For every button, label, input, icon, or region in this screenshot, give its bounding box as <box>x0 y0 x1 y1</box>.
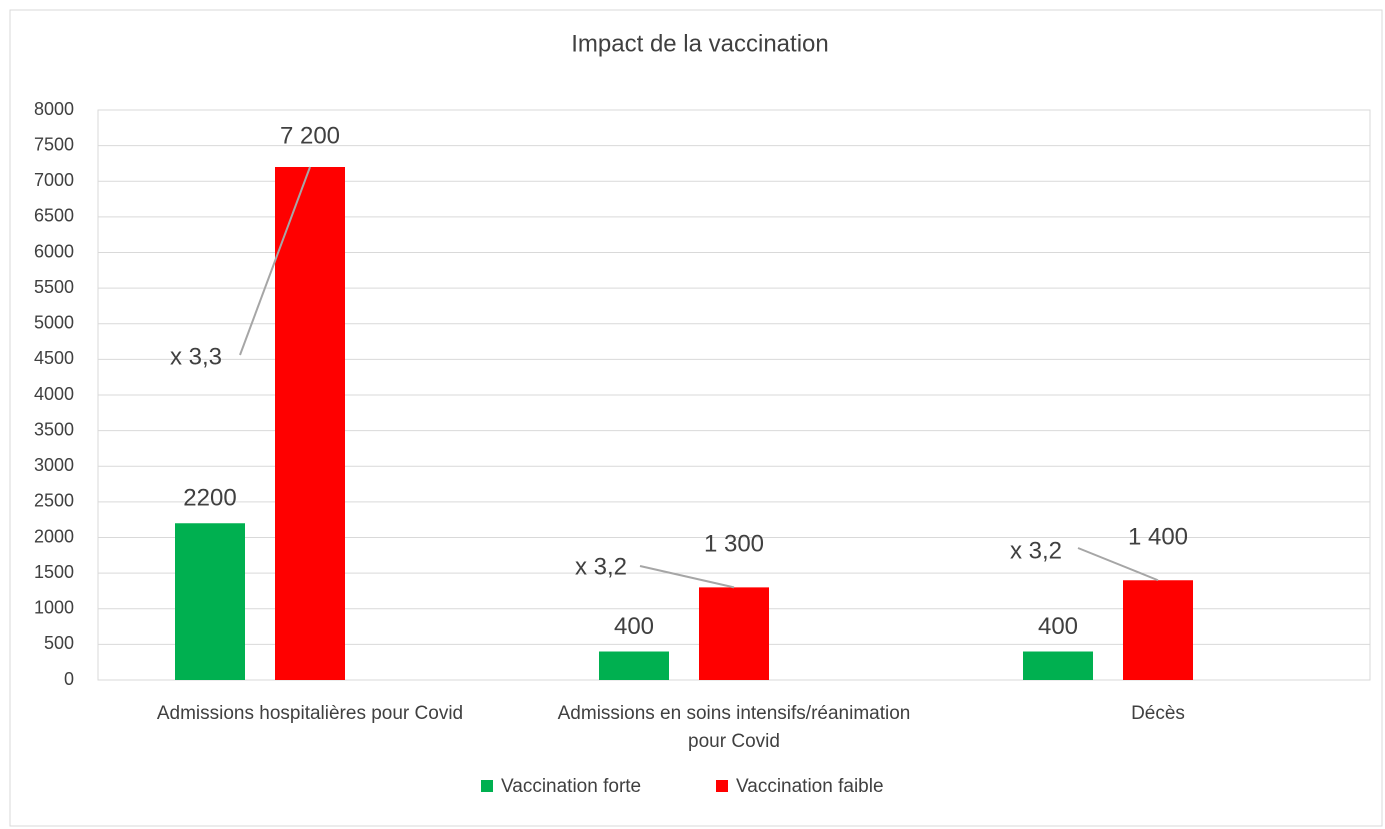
bar <box>1023 651 1093 680</box>
y-tick-label: 3500 <box>34 419 74 439</box>
y-tick-label: 4000 <box>34 384 74 404</box>
x-tick-label: Décès <box>1131 703 1185 724</box>
chart-title: Impact de la vaccination <box>571 30 828 57</box>
value-label: 7 200 <box>280 122 340 149</box>
leader-line <box>1077 547 1159 582</box>
y-tick-label: 6000 <box>34 241 74 261</box>
value-label: 2200 <box>183 485 236 512</box>
y-tick-label: 7000 <box>34 170 74 190</box>
y-tick-label: 5000 <box>34 313 74 333</box>
bar <box>1123 580 1193 680</box>
y-tick-label: 6500 <box>34 206 74 226</box>
y-tick-label: 7500 <box>34 134 74 154</box>
y-tick-label: 5500 <box>34 277 74 297</box>
value-label: 400 <box>1038 613 1078 640</box>
value-label: 1 300 <box>704 531 764 558</box>
value-label: 1 400 <box>1128 524 1188 551</box>
legend-label: Vaccination forte <box>501 776 641 797</box>
value-label: 400 <box>614 613 654 640</box>
bar <box>275 167 345 680</box>
leader-line <box>239 166 311 356</box>
bar <box>599 651 669 680</box>
annotation: x 3,2 <box>575 553 627 580</box>
annotation: x 3,2 <box>1010 537 1062 564</box>
x-tick-label: Admissions hospitalières pour Covid <box>156 703 464 724</box>
y-tick-label: 2000 <box>34 526 74 546</box>
leader-line <box>639 565 735 589</box>
y-tick-label: 2500 <box>34 491 74 511</box>
annotation: x 3,3 <box>170 343 222 370</box>
legend-swatch <box>481 780 493 792</box>
y-tick-label: 1000 <box>34 598 74 618</box>
legend-swatch <box>716 780 728 792</box>
y-tick-label: 0 <box>64 669 74 689</box>
y-tick-label: 500 <box>44 633 74 653</box>
bar <box>175 523 245 680</box>
x-tick-label: Admissions en soins intensifs/réanimatio… <box>557 703 911 752</box>
y-tick-label: 3000 <box>34 455 74 475</box>
y-tick-label: 8000 <box>34 99 74 119</box>
bar <box>699 587 769 680</box>
legend-label: Vaccination faible <box>736 776 884 797</box>
y-tick-label: 1500 <box>34 562 74 582</box>
chart-border <box>9 9 1383 827</box>
y-tick-label: 4500 <box>34 348 74 368</box>
